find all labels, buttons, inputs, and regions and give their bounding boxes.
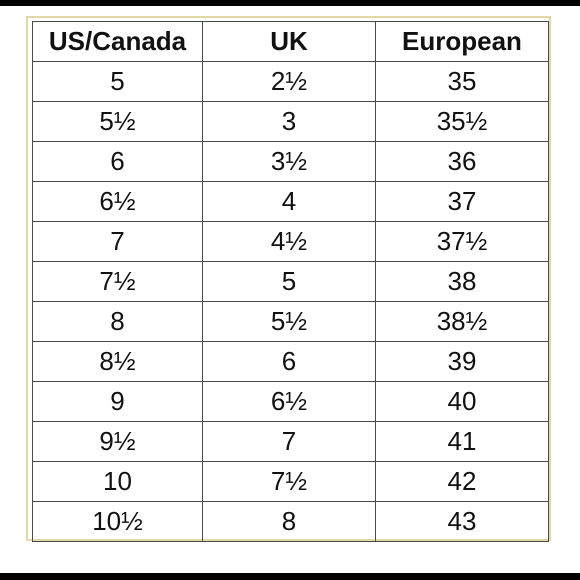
cell-european: 43 (375, 501, 549, 542)
cell-uk: 5 (202, 261, 376, 302)
cell-us-canada: 10 (32, 461, 203, 502)
table-row: 10 7½ 42 (32, 461, 549, 502)
cell-us-canada: 6½ (32, 181, 203, 222)
cell-us-canada: 8 (32, 301, 203, 342)
table-row: 7½ 5 38 (32, 261, 549, 302)
cell-us-canada: 7 (32, 221, 203, 262)
cell-european: 41 (375, 421, 549, 462)
shoe-size-conversion-table: US/Canada UK European 5 2½ 35 5½ 3 35½ 6… (32, 21, 549, 542)
cell-us-canada: 9 (32, 381, 203, 422)
bottom-edge-bar (0, 573, 580, 580)
table-row: 5 2½ 35 (32, 61, 549, 102)
cell-uk: 3½ (202, 141, 376, 182)
cell-us-canada: 6 (32, 141, 203, 182)
cell-uk: 6½ (202, 381, 376, 422)
header-us-canada: US/Canada (32, 21, 203, 62)
cell-uk: 8 (202, 501, 376, 542)
cell-uk: 7½ (202, 461, 376, 502)
cell-european: 42 (375, 461, 549, 502)
cell-us-canada: 8½ (32, 341, 203, 382)
cell-us-canada: 10½ (32, 501, 203, 542)
cell-european: 39 (375, 341, 549, 382)
cell-european: 37 (375, 181, 549, 222)
cell-european: 37½ (375, 221, 549, 262)
top-edge-bar (0, 0, 580, 6)
cell-european: 38½ (375, 301, 549, 342)
header-row: US/Canada UK European (32, 21, 549, 62)
cell-us-canada: 5 (32, 61, 203, 102)
table-row: 6½ 4 37 (32, 181, 549, 222)
cell-uk: 6 (202, 341, 376, 382)
cell-european: 38 (375, 261, 549, 302)
cell-european: 36 (375, 141, 549, 182)
cell-us-canada: 5½ (32, 101, 203, 142)
table-row: 8 5½ 38½ (32, 301, 549, 342)
table-row: 8½ 6 39 (32, 341, 549, 382)
table-row: 9 6½ 40 (32, 381, 549, 422)
table-row: 6 3½ 36 (32, 141, 549, 182)
table-row: 10½ 8 43 (32, 501, 549, 542)
table-row: 7 4½ 37½ (32, 221, 549, 262)
table-row: 5½ 3 35½ (32, 101, 549, 142)
cell-us-canada: 7½ (32, 261, 203, 302)
cell-uk: 3 (202, 101, 376, 142)
cell-uk: 4 (202, 181, 376, 222)
header-uk: UK (202, 21, 376, 62)
cell-us-canada: 9½ (32, 421, 203, 462)
cell-european: 35 (375, 61, 549, 102)
cell-european: 35½ (375, 101, 549, 142)
size-chart-frame: US/Canada UK European 5 2½ 35 5½ 3 35½ 6… (26, 16, 551, 542)
header-european: European (375, 21, 549, 62)
table-row: 9½ 7 41 (32, 421, 549, 462)
cell-uk: 4½ (202, 221, 376, 262)
cell-uk: 5½ (202, 301, 376, 342)
cell-uk: 7 (202, 421, 376, 462)
cell-uk: 2½ (202, 61, 376, 102)
cell-european: 40 (375, 381, 549, 422)
